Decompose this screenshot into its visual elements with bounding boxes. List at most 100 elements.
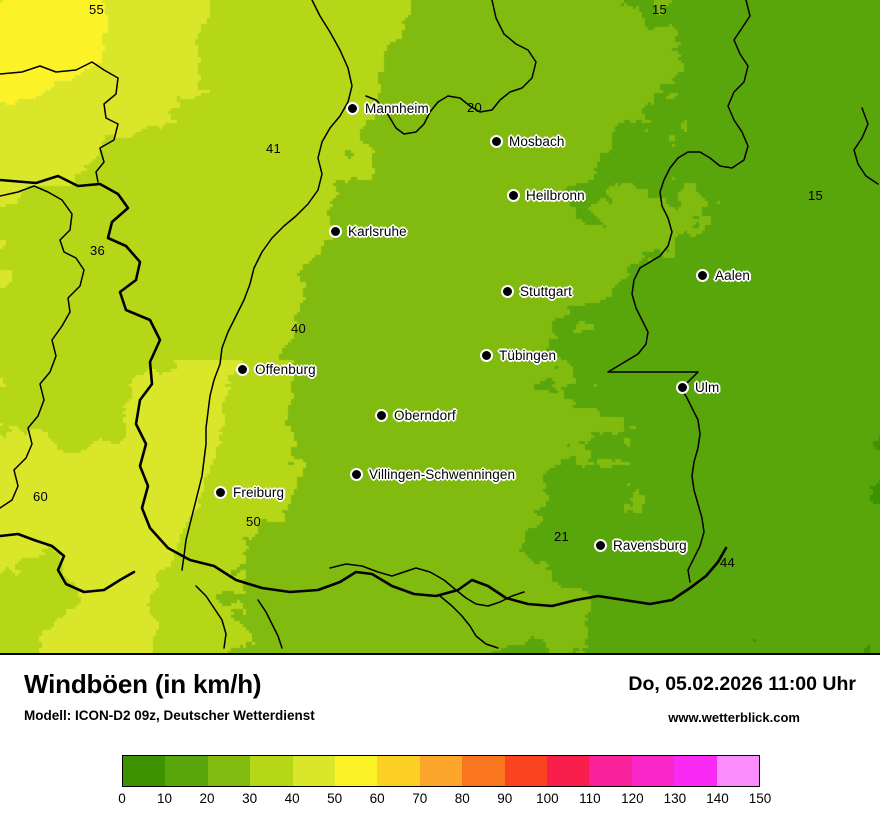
- city-marker-dot: [480, 349, 493, 362]
- colorbar-swatch-0: [123, 756, 166, 786]
- city-label: Oberndorf: [394, 408, 456, 423]
- city-freiburg[interactable]: Freiburg: [214, 485, 284, 500]
- city-marker-dot: [676, 381, 689, 394]
- city-marker-dot: [696, 269, 709, 282]
- value-label: 15: [808, 188, 824, 203]
- colorbar-tick: 140: [706, 791, 729, 806]
- value-label: 60: [33, 489, 49, 504]
- colorbar-tick: 20: [199, 791, 215, 806]
- value-label: 21: [554, 529, 570, 544]
- wind-gust-raster: [0, 0, 880, 653]
- border-regional-nw: [0, 61, 119, 183]
- city-heilbronn[interactable]: Heilbronn: [507, 188, 585, 203]
- colorbar-tick: 50: [327, 791, 343, 806]
- value-label: 20: [467, 100, 483, 115]
- colorbar-swatch-80: [462, 756, 505, 786]
- border-regional-e: [607, 0, 751, 389]
- colorbar-tick: 130: [663, 791, 687, 806]
- page-title: Windböen (in km/h): [24, 669, 262, 699]
- weather-map[interactable]: 55 15 41 15 20 36 40 60 50 21 44 Mannhei…: [0, 0, 880, 655]
- city-stuttgart[interactable]: Stuttgart: [501, 284, 572, 299]
- colorbar-swatch-60: [377, 756, 420, 786]
- city-marker-dot: [490, 135, 503, 148]
- city-label: Freiburg: [233, 485, 285, 500]
- city-marker-dot: [346, 102, 359, 115]
- city-label: Mannheim: [365, 101, 429, 116]
- city-label: Tübingen: [499, 348, 557, 363]
- city-label: Ulm: [695, 380, 720, 395]
- city-marker-dot: [375, 409, 388, 422]
- border-regional-ne: [365, 0, 537, 135]
- city-marker-dot: [507, 189, 520, 202]
- city-offenburg[interactable]: Offenburg: [236, 362, 316, 377]
- map-borders-overlay: [0, 0, 879, 649]
- border-regional-sw: [195, 585, 227, 649]
- city-mosbach[interactable]: Mosbach: [490, 134, 564, 149]
- city-ulm[interactable]: Ulm: [676, 380, 719, 395]
- city-karlsruhe[interactable]: Karlsruhe: [329, 224, 407, 239]
- colorbar-swatch-40: [292, 756, 336, 786]
- city-label: Villingen-Schwenningen: [369, 467, 516, 482]
- border-regional-south-lakes: [329, 563, 525, 607]
- colorbar-tick: 30: [242, 791, 258, 806]
- value-label: 41: [266, 141, 282, 156]
- map-footer: Windböen (in km/h) Modell: ICON-D2 09z, …: [0, 655, 880, 830]
- city-oberndorf[interactable]: Oberndorf: [375, 408, 456, 423]
- colorbar-swatch-30: [250, 756, 293, 786]
- colorbar-swatches[interactable]: [122, 755, 760, 787]
- colorbar-swatch-20: [207, 756, 251, 786]
- border-national-north: [0, 532, 136, 594]
- city-label: Heilbronn: [526, 188, 585, 203]
- city-aalen[interactable]: Aalen: [696, 268, 750, 283]
- value-label: 50: [246, 514, 262, 529]
- city-tuebingen[interactable]: Tübingen: [480, 348, 556, 363]
- border-regional-south-2: [439, 595, 499, 649]
- colorbar-tick: 60: [369, 791, 385, 806]
- colorbar-tick: 80: [454, 791, 470, 806]
- border-regional-sw2: [257, 599, 283, 649]
- colorbar-tick: 40: [284, 791, 300, 806]
- value-label: 44: [720, 555, 736, 570]
- colorbar-tick: 120: [621, 791, 644, 806]
- colorbar-tick: 100: [536, 791, 559, 806]
- city-villingen-schwenningen[interactable]: Villingen-Schwenningen: [350, 467, 515, 482]
- colorbar-swatch-140: [716, 756, 760, 786]
- city-marker-dot: [329, 225, 342, 238]
- city-label: Mosbach: [509, 134, 565, 149]
- city-label: Ravensburg: [613, 538, 687, 553]
- colorbar-swatch-90: [504, 756, 548, 786]
- model-subtitle: Modell: ICON-D2 09z, Deutscher Wetterdie…: [24, 708, 315, 723]
- source-website: www.wetterblick.com: [668, 710, 800, 725]
- city-label: Karlsruhe: [348, 224, 407, 239]
- colorbar-swatch-70: [419, 756, 463, 786]
- city-marker-dot: [350, 468, 363, 481]
- city-marker-dot: [501, 285, 514, 298]
- colorbar-tick: 70: [412, 791, 428, 806]
- value-label: 15: [652, 2, 668, 17]
- city-label: Stuttgart: [520, 284, 572, 299]
- value-label: 55: [89, 2, 105, 17]
- colorbar-tick: 110: [579, 791, 601, 806]
- colorbar-swatch-130: [674, 756, 717, 786]
- valid-timestamp: Do, 05.02.2026 11:00 Uhr: [628, 673, 856, 695]
- colorbar-tick-labels: 0 10 20 30 40 50 60 70 80 90 100 110 120 130 140 150: [0, 791, 880, 813]
- colorbar-tick: 10: [157, 791, 173, 806]
- city-label: Aalen: [715, 268, 751, 283]
- city-marker-dot: [214, 486, 227, 499]
- colorbar-tick: 0: [118, 791, 126, 806]
- colorbar-swatch-120: [631, 756, 675, 786]
- colorbar-swatch-50: [335, 756, 378, 786]
- colorbar-tick: 90: [497, 791, 513, 806]
- colorbar-swatch-110: [589, 756, 632, 786]
- colorbar-swatch-100: [547, 756, 590, 786]
- city-ravensburg[interactable]: Ravensburg: [594, 538, 687, 553]
- border-regional-nwtop: [853, 107, 879, 185]
- city-label: Offenburg: [255, 362, 316, 377]
- colorbar-tick: 150: [748, 791, 772, 806]
- value-label: 40: [291, 321, 307, 336]
- border-national: [0, 174, 728, 608]
- city-marker-dot: [236, 363, 249, 376]
- city-mannheim[interactable]: Mannheim: [346, 101, 429, 116]
- city-marker-dot: [594, 539, 607, 552]
